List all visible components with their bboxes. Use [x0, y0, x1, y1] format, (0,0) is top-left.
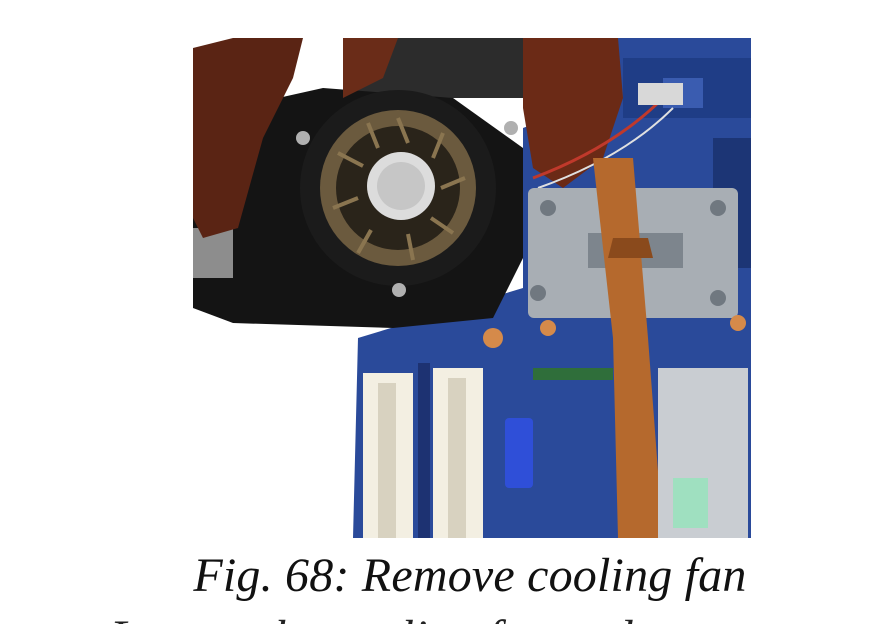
cooling-fan-removal-illustration [193, 38, 751, 538]
ram-slots [363, 363, 483, 538]
next-paragraph-text: Loosen the cooling fan and [110, 614, 810, 624]
hands [193, 38, 623, 238]
cooling-fan [193, 88, 523, 328]
figure-photo [193, 38, 751, 538]
figure-caption: Fig. 68: Remove cooling fan [193, 549, 747, 602]
next-paragraph-cropped: Loosen the cooling fan and [110, 606, 810, 624]
